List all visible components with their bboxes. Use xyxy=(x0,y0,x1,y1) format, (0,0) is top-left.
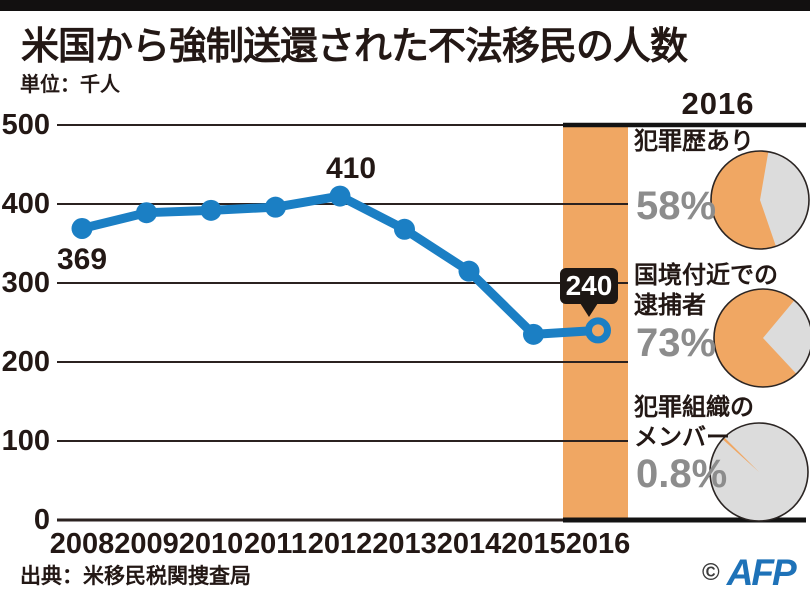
credit: © AFP xyxy=(702,552,797,594)
unit-label: 単位：千人 xyxy=(20,74,120,96)
pie-item-label: 犯罪歴あり xyxy=(634,128,754,155)
value-label-2012: 410 xyxy=(325,152,377,185)
pie-percent-label: 73% xyxy=(636,321,717,365)
pie-chart-0.8% xyxy=(709,422,809,522)
pie-slice xyxy=(710,151,776,250)
value-callout-2016: 240 xyxy=(560,268,618,317)
data-point-2010 xyxy=(200,199,222,221)
pie-percent-label: 58% xyxy=(636,184,717,228)
x-tick-label-2008: 2008 xyxy=(49,528,115,560)
x-tick-label-2009: 2009 xyxy=(114,528,179,560)
x-tick-label-2012: 2012 xyxy=(307,528,373,560)
source-label: 出典：米移民税関捜査局 xyxy=(20,565,251,588)
panel-header-2016: 2016 xyxy=(681,86,755,121)
value-label-2008: 369 xyxy=(56,243,108,276)
x-tick-label-2014: 2014 xyxy=(436,528,502,560)
data-point-2014 xyxy=(458,260,480,282)
x-tick-label-2011: 2011 xyxy=(244,528,307,560)
y-tick-label: 0 xyxy=(33,504,50,536)
pie-outline xyxy=(713,288,810,388)
data-point-2015 xyxy=(523,323,544,345)
trend-line xyxy=(77,191,603,339)
x-tick-label-2013: 2013 xyxy=(372,528,437,560)
x-tick-label-2016: 2016 xyxy=(565,528,631,560)
data-point-2013 xyxy=(394,218,415,240)
y-tick-label: 400 xyxy=(1,188,50,220)
pie-chart-73% xyxy=(713,288,810,388)
x-tick-label-2010: 2010 xyxy=(178,528,244,560)
pie-chart-58% xyxy=(710,150,810,250)
data-point-2011 xyxy=(265,196,286,218)
pie-outline xyxy=(710,150,810,250)
y-tick-label: 300 xyxy=(1,267,50,299)
top-black-bar xyxy=(0,0,810,11)
afp-logo: AFP xyxy=(726,552,797,593)
page-title: 米国から強制送還された不法移民の人数 xyxy=(21,26,688,68)
data-point-2016-ring xyxy=(585,317,611,344)
y-tick-label: 100 xyxy=(1,425,50,457)
y-tick-label: 500 xyxy=(1,109,50,141)
pie-item-label: 国境付近での 逮捕者 xyxy=(634,262,778,319)
copyright-icon: © xyxy=(702,559,720,586)
pie-slice xyxy=(722,437,759,472)
pie-percent-label: 0.8% xyxy=(636,452,728,496)
pie-outline xyxy=(709,422,809,522)
y-tick-label: 200 xyxy=(1,346,50,378)
data-point-2012 xyxy=(329,185,351,207)
pie-item-label: 犯罪組織の メンバー xyxy=(634,394,754,451)
x-tick-label-2015: 2015 xyxy=(501,528,566,560)
pie-slice xyxy=(714,288,797,387)
data-point-2008 xyxy=(71,217,93,239)
data-point-2009 xyxy=(136,202,157,224)
